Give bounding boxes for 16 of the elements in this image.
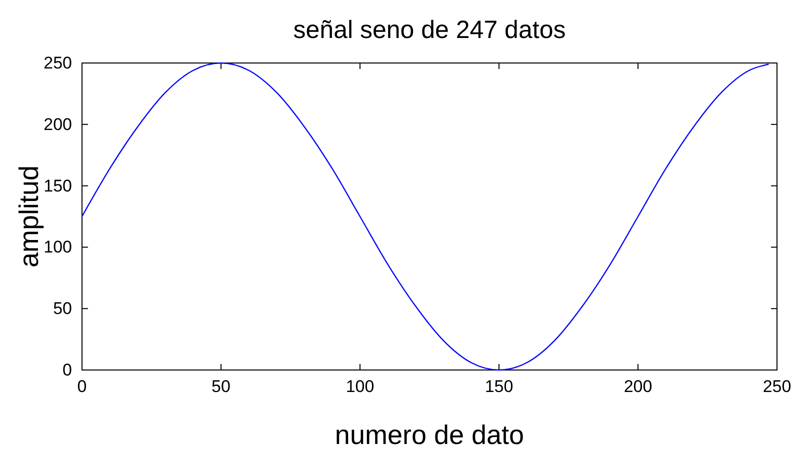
x-tick-label: 150 (484, 377, 514, 396)
x-tick-label: 100 (346, 377, 374, 396)
y-tick-label: 150 (44, 176, 72, 196)
y-tick-label: 200 (44, 114, 72, 134)
line-series (81, 62, 770, 371)
y-tick-label: 250 (44, 53, 72, 72)
y-tick-label: 100 (44, 238, 72, 257)
chart-title: señal seno de 247 datos (293, 16, 566, 44)
x-tick-label: 0 (77, 377, 87, 396)
x-tick-label: 250 (762, 377, 792, 396)
x-axis-title: numero de dato (334, 420, 524, 450)
y-axis-title: amplitud (14, 165, 44, 268)
y-tick-label: 50 (53, 299, 72, 318)
x-tick-label: 50 (212, 377, 230, 396)
x-tick-label: 200 (624, 377, 652, 396)
y-tick-label: 0 (62, 360, 72, 380)
